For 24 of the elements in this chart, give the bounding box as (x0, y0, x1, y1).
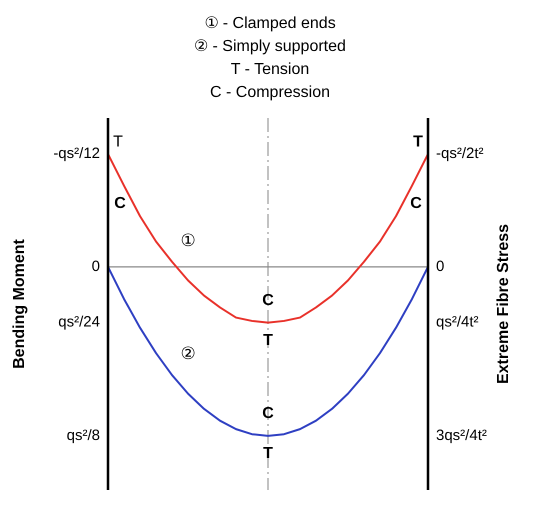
text: 0 (92, 258, 100, 275)
series-label: ② (180, 344, 196, 364)
annotation: C (262, 405, 274, 422)
annotation: C (114, 194, 126, 212)
series-label: ① (180, 230, 196, 250)
text: T (413, 133, 424, 150)
text: qs²/4t² (436, 314, 479, 331)
y-axis-title: Bending Moment (11, 238, 28, 369)
text: 0 (436, 258, 444, 275)
y2-axis-title: Extreme Fibre Stress (495, 224, 512, 384)
annotation: C (262, 292, 274, 309)
text: ② - Simply supported (194, 38, 346, 55)
annotation: T (263, 332, 274, 349)
text: ① - Clamped ends (204, 15, 336, 32)
text: -qs²/12 (53, 145, 100, 162)
text: 3qs²/4t² (436, 426, 487, 444)
text: T (113, 133, 124, 150)
text: qs²/8 (66, 426, 100, 444)
text: C - Compression (210, 84, 330, 101)
text: T - Tension (230, 61, 310, 78)
text: T (263, 445, 274, 462)
text: -qs²/2t² (436, 145, 484, 162)
annotation: C (410, 194, 422, 212)
text: qs²/24 (58, 314, 100, 331)
